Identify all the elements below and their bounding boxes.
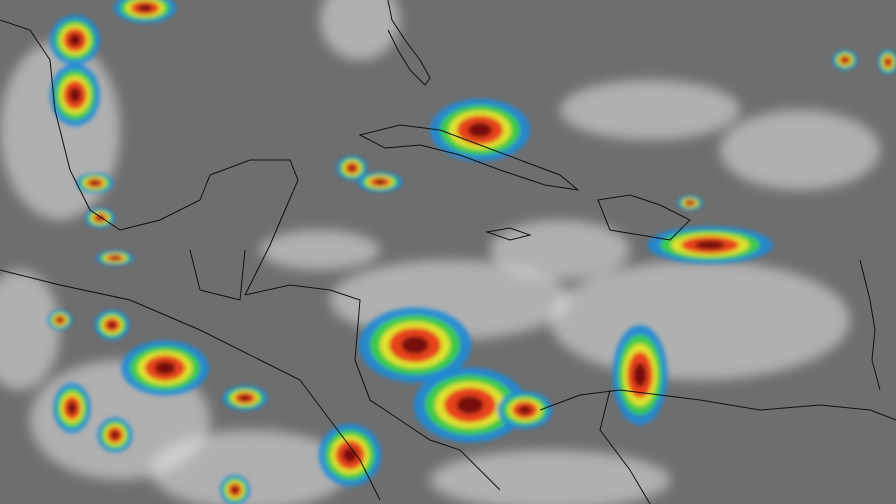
storm-cell [76,173,114,193]
storm-cell [677,195,703,211]
storm-cells [47,0,896,504]
cloud-patch [550,260,850,380]
cloud-patch [260,230,380,270]
storm-cell [96,250,134,266]
storm-cell [222,385,268,411]
storm-cell [358,307,472,383]
storm-cell [97,417,133,453]
south-america-coast [539,389,896,421]
storm-cell [612,325,668,425]
cloud-patch [560,80,740,140]
cloud-patch [430,450,670,504]
storm-cell [497,391,553,429]
cloud-patch [150,430,350,504]
cloud-patch [720,110,880,190]
storm-cell [47,310,73,330]
storm-cell [318,423,382,487]
storm-cell [337,155,367,181]
storm-cell [878,49,896,75]
storm-cell [94,310,130,340]
storm-cell [50,15,100,65]
storm-cell [413,367,527,443]
storm-cell [647,226,773,264]
storm-cell [121,340,209,396]
storm-cell [50,63,100,127]
cloud-patch [0,270,60,390]
cloud-patch [490,220,630,280]
mexico-border [189,249,246,301]
storm-cell [832,50,858,70]
cuba-coast [358,124,580,191]
venezuela-border [599,389,651,504]
storm-cell [85,208,115,228]
storm-cell [357,172,403,192]
storm-cell [220,475,250,504]
storm-cell [113,0,177,23]
storm-cell [53,383,91,433]
gulf-coast [0,19,211,231]
central-america-coast [244,284,501,491]
florida-coast [387,0,431,86]
yucatan-coast [209,159,299,296]
pacific-coast [0,269,381,501]
jamaica-coast [485,227,532,241]
hispaniola-coast [597,194,691,241]
storm-cell [430,98,530,162]
lesser-antilles [859,259,881,391]
cloud-patch [320,0,400,60]
